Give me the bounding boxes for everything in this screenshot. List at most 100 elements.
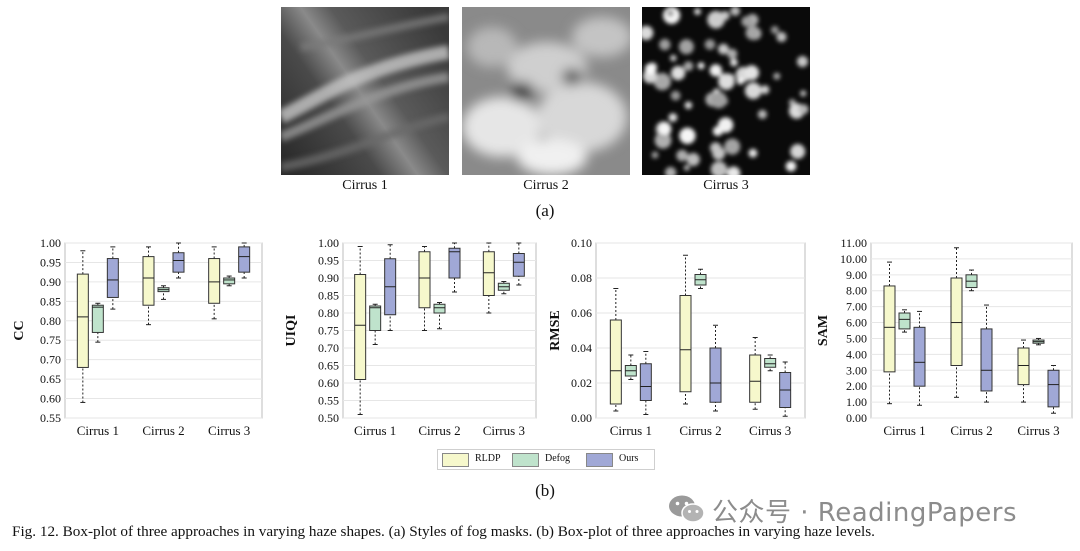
iqr-box: [418, 251, 431, 309]
y-tick-label: 0.80: [318, 306, 339, 320]
y-tick-label: 7.00: [846, 300, 867, 314]
cloud-puff: [748, 148, 758, 158]
y-tick-label: 0.55: [318, 394, 339, 408]
iqr-box: [238, 246, 251, 273]
box-defog: [433, 302, 446, 330]
iqr-box: [448, 247, 461, 279]
box-defog: [1032, 337, 1045, 346]
image-caption-cirrus-3: Cirrus 3: [703, 178, 749, 193]
cloud-puff: [773, 72, 781, 80]
cloud-puff: [686, 152, 700, 167]
y-tick-label: 0.70: [318, 341, 339, 355]
y-tick-label: 0.85: [318, 289, 339, 303]
box-defog: [223, 275, 236, 287]
y-tick-label: 0.02: [571, 376, 592, 390]
cloud-puff: [730, 58, 738, 67]
iqr-box: [950, 277, 963, 366]
y-tick-label: 0.60: [318, 376, 339, 390]
y-tick-label: 0.00: [571, 411, 592, 425]
box-rldp: [609, 288, 622, 412]
iqr-box: [354, 274, 367, 380]
y-axis-label: RMSE: [548, 310, 563, 350]
cloud-puff: [710, 91, 727, 109]
y-axis-label: CC: [12, 320, 27, 340]
cloud-puff: [796, 56, 809, 68]
cloud-puff: [653, 72, 671, 91]
box-ours: [980, 304, 993, 403]
cloud-puff: [745, 25, 760, 40]
box-rldp: [142, 246, 155, 326]
panel-a-label: (a): [535, 201, 555, 220]
y-tick-label: 0.75: [40, 333, 61, 347]
cloud-puff: [736, 77, 744, 85]
box-defog: [965, 269, 978, 292]
iqr-box: [106, 258, 119, 298]
legend-label-defog: Defog: [545, 453, 570, 464]
iqr-box: [639, 363, 652, 401]
iqr-box: [764, 358, 777, 368]
y-tick-label: 1.00: [40, 236, 61, 250]
y-tick-label: 0.06: [571, 306, 592, 320]
iqr-box: [208, 258, 221, 304]
y-tick-label: 0.90: [318, 271, 339, 285]
cloud-puff: [741, 16, 753, 27]
cloud-puff: [718, 43, 729, 55]
iqr-box: [1017, 347, 1030, 386]
legend-swatch-ours: [586, 453, 613, 467]
iqr-box: [433, 303, 446, 314]
y-tick-label: 6.00: [846, 316, 867, 330]
cloud-puff: [707, 10, 725, 29]
iqr-box: [609, 319, 622, 405]
x-tick-label: Cirrus 2: [142, 423, 184, 438]
fog-mask-image-cirrus-2: [462, 7, 632, 175]
cloud-puff: [638, 25, 654, 41]
y-tick-label: 0.60: [40, 392, 61, 406]
box-defog: [694, 268, 707, 289]
cloud-puff: [659, 38, 671, 51]
y-tick-label: 9.00: [846, 268, 867, 282]
box-rldp: [883, 261, 896, 405]
cloud-puff: [776, 31, 787, 43]
x-tick-label: Cirrus 1: [883, 423, 925, 438]
cloud-puff: [666, 9, 674, 17]
x-tick-label: Cirrus 2: [950, 423, 992, 438]
x-tick-label: Cirrus 3: [1017, 423, 1059, 438]
box-defog: [369, 303, 382, 345]
x-tick-label: Cirrus 3: [749, 423, 791, 438]
box-rldp: [418, 246, 431, 331]
iqr-box: [749, 354, 762, 403]
panel-b-label: (b): [535, 481, 555, 500]
box-defog: [624, 354, 637, 380]
cloud-puff: [658, 122, 671, 136]
y-tick-label: 0.65: [318, 359, 339, 373]
iqr-box: [482, 251, 495, 296]
box-rldp: [208, 246, 221, 320]
y-axis-label: UIQI: [284, 315, 299, 347]
cloud-puff: [694, 8, 701, 15]
y-tick-label: 0.90: [40, 275, 61, 289]
wechat-icon: [669, 495, 705, 523]
cloud-puff: [651, 151, 659, 159]
box-rldp: [749, 337, 762, 410]
iqr-box: [679, 295, 692, 393]
cloud-puff: [670, 90, 681, 101]
legend-swatch-rldp: [442, 453, 469, 467]
cloud-puff: [644, 63, 657, 75]
y-tick-label: 0.08: [571, 271, 592, 285]
y-tick-label: 0.75: [318, 324, 339, 338]
cloud-puff: [712, 147, 726, 160]
cloud-puff: [718, 73, 735, 90]
image-caption-cirrus-1: Cirrus 1: [342, 178, 388, 193]
box-ours: [106, 246, 119, 310]
iqr-box: [1047, 369, 1060, 408]
cloud-puff: [683, 61, 694, 72]
cloud-puff: [668, 113, 678, 122]
y-tick-label: 3.00: [846, 363, 867, 377]
cloud-puff: [800, 90, 807, 97]
iqr-box: [369, 305, 382, 331]
y-tick-label: 0.70: [40, 353, 61, 367]
cloud-puff: [724, 138, 741, 155]
box-defog: [764, 354, 777, 372]
y-tick-label: 0.50: [318, 411, 339, 425]
boxplot-uiqi: 0.50 0.55 0.60 0.65 0.70 0.75 0.80 0.85 0.90 0.95…: [284, 236, 537, 438]
